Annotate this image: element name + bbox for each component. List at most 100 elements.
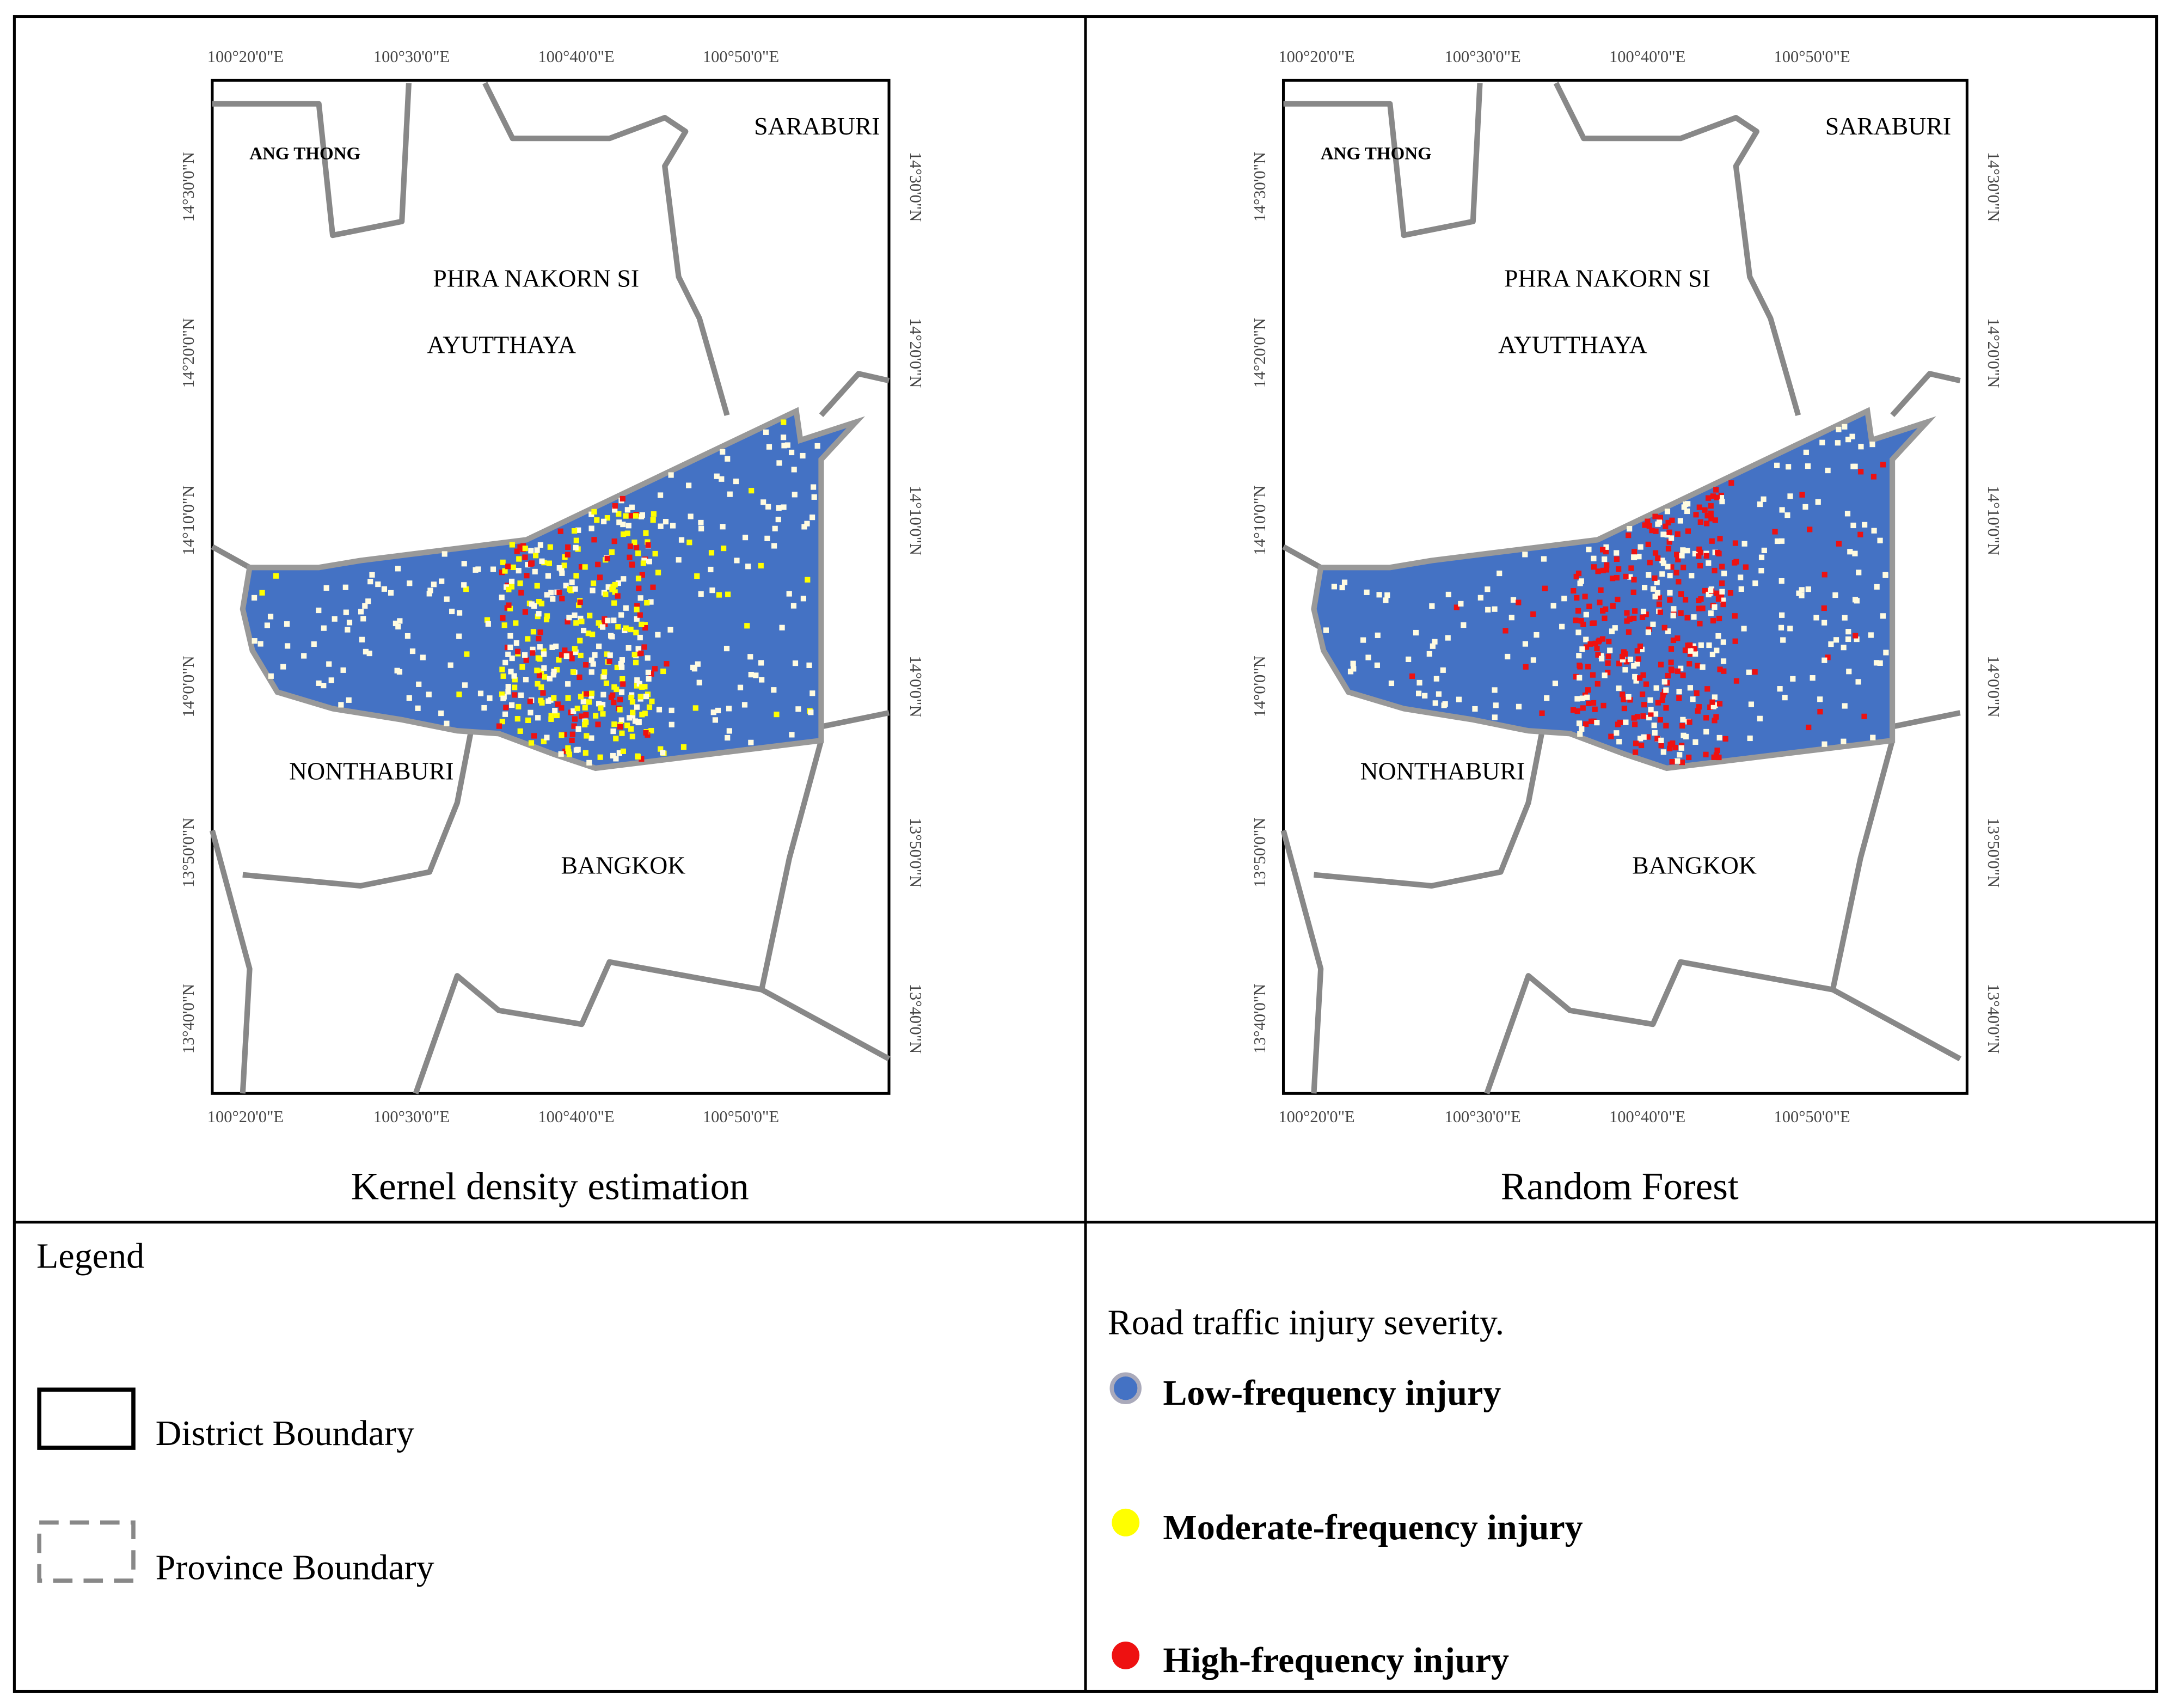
cell	[1583, 636, 1589, 642]
cell	[575, 602, 582, 608]
cell	[637, 612, 643, 618]
cell	[1339, 584, 1345, 591]
cell	[500, 559, 506, 565]
cell	[1616, 660, 1622, 666]
cell	[594, 517, 600, 523]
map-title: Random Forest	[1501, 1166, 1739, 1208]
lat-tick-label: 13°50'0"N	[179, 818, 198, 887]
cell	[1607, 647, 1613, 653]
cell	[509, 702, 515, 708]
cell	[551, 669, 557, 675]
cell	[257, 641, 263, 647]
cell	[1870, 734, 1876, 740]
cell	[1614, 730, 1620, 736]
cell	[499, 666, 505, 672]
legend-label: High-frequency injury	[1163, 1640, 1509, 1680]
cell	[1665, 564, 1671, 570]
cell	[1692, 651, 1698, 657]
cell	[1825, 654, 1831, 660]
cell	[510, 564, 516, 570]
cell	[285, 643, 291, 649]
cell	[1720, 601, 1726, 608]
cell	[561, 562, 567, 568]
cell	[572, 612, 578, 619]
cell	[502, 568, 508, 574]
cell	[1580, 705, 1586, 711]
cell	[610, 728, 616, 734]
cell	[619, 664, 625, 670]
cell	[635, 576, 642, 581]
cell	[1684, 615, 1690, 621]
cell	[1376, 592, 1382, 598]
cell	[601, 518, 607, 524]
cell	[1696, 553, 1702, 559]
cell	[259, 590, 265, 596]
cell	[1774, 538, 1781, 544]
cell	[499, 595, 505, 601]
cell	[584, 733, 590, 739]
cell	[1384, 592, 1390, 598]
cell	[1598, 653, 1604, 659]
cell	[1485, 586, 1491, 592]
cell	[1640, 713, 1646, 719]
cell	[367, 579, 373, 585]
cell	[597, 754, 603, 760]
lat-tick-label: 14°0'0"N	[1984, 656, 2003, 717]
cell	[1716, 734, 1722, 741]
cell	[1854, 636, 1860, 642]
cell	[1805, 463, 1811, 469]
cell	[1841, 645, 1847, 651]
cell	[1458, 601, 1464, 607]
cell	[1610, 603, 1616, 609]
cell	[1710, 617, 1716, 624]
cell	[1708, 610, 1714, 616]
cell	[758, 562, 764, 569]
cell	[597, 574, 603, 580]
cell	[634, 607, 640, 613]
cell	[630, 709, 636, 715]
cell	[631, 652, 637, 658]
cell	[664, 661, 670, 667]
cell	[525, 717, 531, 724]
cell	[1772, 529, 1778, 535]
cell	[537, 629, 543, 635]
cell	[499, 570, 505, 576]
cell	[575, 726, 581, 732]
cell	[1660, 531, 1666, 537]
cell	[501, 622, 507, 628]
cell	[1583, 611, 1589, 617]
cell	[1757, 501, 1763, 507]
cell	[1663, 705, 1669, 711]
cell	[606, 658, 612, 664]
cell	[1640, 691, 1646, 697]
cell	[556, 590, 562, 596]
cell	[1678, 665, 1684, 671]
place-label: AYUTTHAYA	[1498, 331, 1647, 359]
cell	[1652, 513, 1658, 519]
cell	[801, 524, 807, 530]
cell	[710, 709, 716, 715]
lon-tick-label: 100°20'0"E	[207, 1107, 284, 1126]
lon-tick-label: 100°30'0"E	[1444, 1107, 1520, 1126]
cell	[1576, 653, 1582, 659]
cell	[332, 616, 338, 622]
cell	[573, 544, 579, 550]
cell	[580, 699, 586, 705]
cell	[528, 709, 533, 715]
cell	[1634, 648, 1640, 654]
cell	[620, 676, 625, 682]
cell	[636, 681, 642, 687]
cell	[1880, 462, 1886, 468]
cell	[789, 732, 795, 738]
cell	[518, 692, 524, 699]
cell	[1576, 720, 1583, 726]
cell	[1675, 758, 1681, 764]
lat-tick-label: 14°30'0"N	[179, 152, 198, 222]
cell	[549, 644, 555, 650]
place-label: BANGKOK	[1632, 851, 1757, 879]
cell	[669, 721, 674, 727]
lat-tick-label: 14°20'0"N	[906, 318, 925, 388]
cell	[579, 619, 585, 625]
cell	[527, 699, 533, 705]
cell	[1836, 426, 1842, 433]
